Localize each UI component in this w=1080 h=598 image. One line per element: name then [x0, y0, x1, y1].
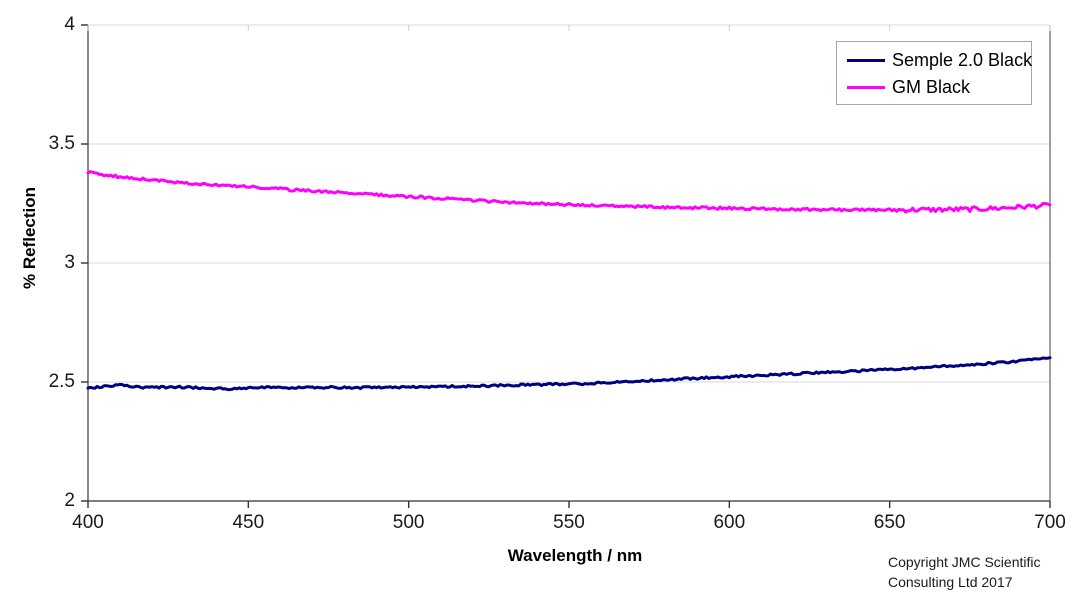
legend-item-semple: Semple 2.0 Black [837, 47, 1033, 74]
legend-label-gm: GM Black [892, 77, 971, 97]
series-line-semple [86, 356, 1052, 392]
x-tick-label: 650 [873, 512, 906, 533]
y-tick-label: 2.5 [48, 371, 75, 392]
x-tick-label: 500 [392, 512, 425, 533]
legend-item-gm: GM Black [837, 74, 1031, 101]
x-tick-label: 550 [553, 512, 585, 533]
copyright-notice: Copyright JMC Scientific Consulting Ltd … [888, 552, 1078, 593]
chart-legend: Semple 2.0 Black GM Black [836, 41, 1032, 105]
legend-label-semple: Semple 2.0 Black [892, 50, 1033, 70]
series-line-gm [86, 170, 1052, 214]
x-tick-label: 450 [232, 512, 265, 533]
y-tick-label: 4 [64, 14, 75, 35]
x-tick-label: 700 [1034, 512, 1066, 533]
y-tick-label: 2 [64, 490, 75, 511]
copyright-line-1: Copyright JMC Scientific [888, 554, 1041, 570]
x-tick-label: 400 [72, 512, 104, 533]
y-tick-label: 3 [64, 252, 75, 273]
y-axis-title: % Reflection [20, 186, 39, 290]
copyright-line-2: Consulting Ltd 2017 [888, 574, 1013, 591]
legend-swatch-semple [847, 59, 885, 62]
legend-swatch-gm [847, 86, 885, 89]
x-axis-title: Wavelength / nm [507, 546, 643, 565]
y-tick-label: 3.5 [48, 133, 75, 154]
x-tick-label: 600 [713, 512, 746, 533]
